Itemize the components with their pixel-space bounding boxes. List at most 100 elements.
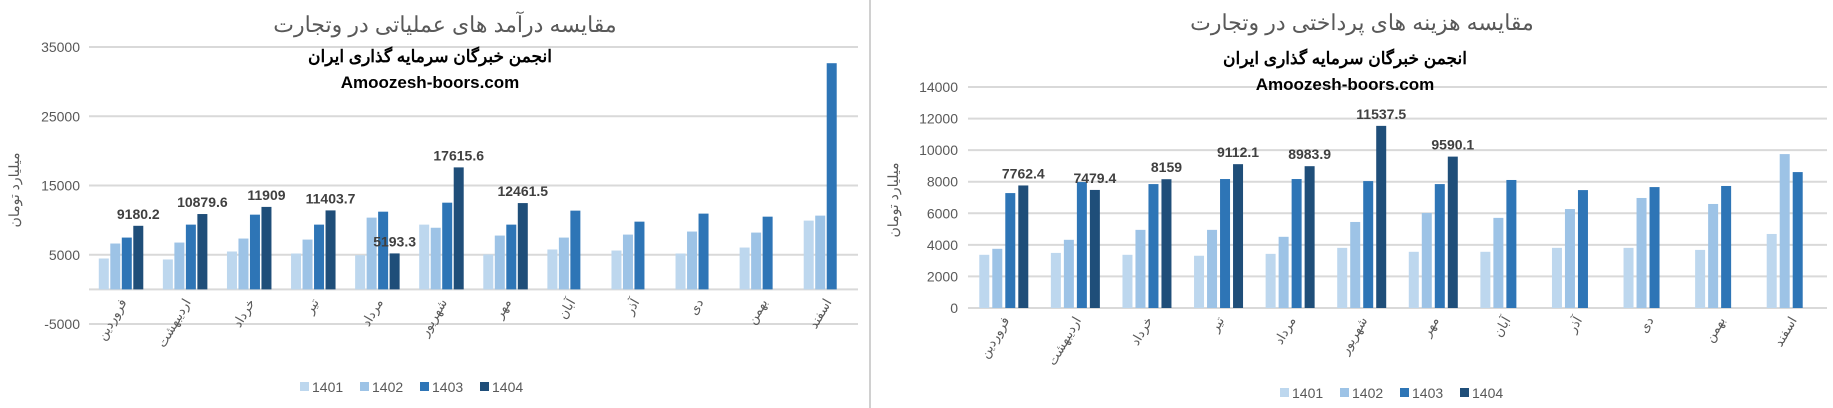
bar-1403	[1076, 182, 1087, 308]
bar-1401	[483, 254, 494, 290]
bar-1404	[1233, 164, 1244, 308]
x-category-label: بهمن	[1702, 314, 1729, 345]
legend-swatch-1402	[360, 382, 369, 391]
bar-1401	[291, 253, 302, 290]
x-category-label: اردیبهشت	[1044, 314, 1085, 368]
x-category-label: خرداد	[1127, 314, 1156, 348]
bar-1401	[98, 258, 109, 290]
y-tick-label: 8000	[927, 174, 958, 190]
chart-title: مقایسه درآمد های عملیاتی در وتجارت	[273, 11, 616, 38]
bar-1401	[1480, 251, 1491, 308]
bar-1403	[378, 211, 389, 290]
bar-1402	[1779, 154, 1790, 308]
bar-1404	[1376, 125, 1387, 309]
x-category-label: مرداد	[1271, 314, 1300, 347]
legend-swatch-1404	[1460, 388, 1469, 397]
bar-1402	[1350, 221, 1361, 308]
expense-chart: مقایسه هزینه های پرداختی در وتجارت 14000 1…	[885, 10, 1827, 401]
data-label: 9112.1	[1217, 144, 1259, 160]
bar-1402	[992, 248, 1003, 308]
x-category-label: دی	[1636, 314, 1657, 336]
bar-1403	[1577, 190, 1588, 308]
watermark-line2: Amoozesh-boors.com	[341, 73, 520, 92]
x-category-label: دی	[685, 296, 706, 318]
bar-1402	[687, 231, 698, 290]
x-category-label: اسفند	[806, 296, 835, 331]
data-label: 11909	[247, 187, 285, 203]
bar-1403	[1721, 185, 1732, 308]
bar-1404	[261, 206, 272, 290]
bar-1403	[442, 202, 453, 290]
y-tick-label: 15000	[41, 178, 80, 194]
bar-1404	[389, 253, 400, 290]
bar-1402	[751, 232, 762, 290]
bar-1404	[453, 167, 464, 290]
bar-1404	[1161, 179, 1172, 308]
bar-1403	[1363, 181, 1374, 308]
bar-1403	[185, 224, 196, 290]
bar-1402	[302, 239, 313, 290]
bar-1402	[1278, 236, 1289, 308]
bar-1402	[1207, 229, 1218, 308]
y-tick-label: 0	[950, 300, 958, 316]
bar-1403	[249, 214, 260, 290]
y-tick-label: 12000	[919, 111, 958, 127]
data-label: 7762.4	[1002, 165, 1045, 181]
bar-1402	[1063, 239, 1074, 308]
x-category-label: خرداد	[230, 296, 259, 330]
legend-swatch-1404	[480, 382, 489, 391]
legend-label-1403: 1403	[1412, 385, 1443, 401]
bar-1403	[1506, 179, 1517, 308]
bar-1402	[622, 234, 633, 290]
bar-1403	[1148, 184, 1159, 308]
bar-1402	[366, 217, 377, 290]
legend-label-1402: 1402	[1352, 385, 1383, 401]
watermark-line1: انجمن خبرگان سرمایه گذاری ایران	[1223, 48, 1467, 69]
y-tick-label: -5000	[44, 316, 80, 332]
bar-1403	[1434, 184, 1445, 308]
bar-1401	[611, 250, 622, 290]
bar-1401	[1695, 249, 1706, 308]
legend-label-1404: 1404	[492, 379, 523, 395]
bar-1401	[226, 251, 237, 290]
bar-1403	[1291, 179, 1302, 308]
bar-1402	[558, 237, 569, 290]
data-label: 17615.6	[433, 147, 484, 163]
watermark-line2: Amoozesh-boors.com	[1256, 75, 1435, 94]
bar-1401	[547, 249, 558, 290]
data-label: 11537.5	[1356, 106, 1406, 122]
legend-label-1401: 1401	[312, 379, 343, 395]
bar-1403	[121, 237, 132, 290]
x-category-label: مهر	[491, 296, 515, 322]
bar-1404	[517, 203, 528, 290]
bar-1401	[739, 247, 750, 290]
x-category-label: فروردین	[94, 296, 130, 343]
revenue-chart: مقایسه درآمد های عملیاتی در وتجارت 35000 2…	[6, 11, 858, 395]
legend-swatch-1403	[1400, 388, 1409, 397]
bar-1402	[1708, 203, 1719, 308]
bar-1401	[355, 255, 366, 290]
bar-1401	[803, 220, 814, 290]
legend-swatch-1402	[1340, 388, 1349, 397]
x-category-label: آبان	[1489, 312, 1514, 339]
bar-1402	[174, 242, 185, 290]
bar-1402	[1135, 229, 1146, 308]
bar-1404	[1447, 156, 1458, 308]
legend-label-1402: 1402	[372, 379, 403, 395]
y-tick-label: 14000	[919, 79, 958, 95]
bar-1404	[1018, 185, 1029, 308]
bar-1403	[314, 224, 325, 290]
y-tick-label: 35000	[41, 39, 80, 55]
y-tick-label: 5000	[49, 247, 80, 263]
data-label: 8983.9	[1288, 146, 1331, 162]
legend-label-1404: 1404	[1472, 385, 1503, 401]
bar-1401	[1122, 254, 1133, 308]
bar-1403	[570, 210, 581, 290]
x-category-label: فروردین	[977, 314, 1013, 361]
bar-1404	[325, 210, 336, 290]
y-axis-label: میلیارد تومان	[6, 153, 23, 228]
bar-1402	[1636, 197, 1647, 308]
bar-1401	[419, 224, 430, 290]
bar-1402	[110, 243, 121, 290]
